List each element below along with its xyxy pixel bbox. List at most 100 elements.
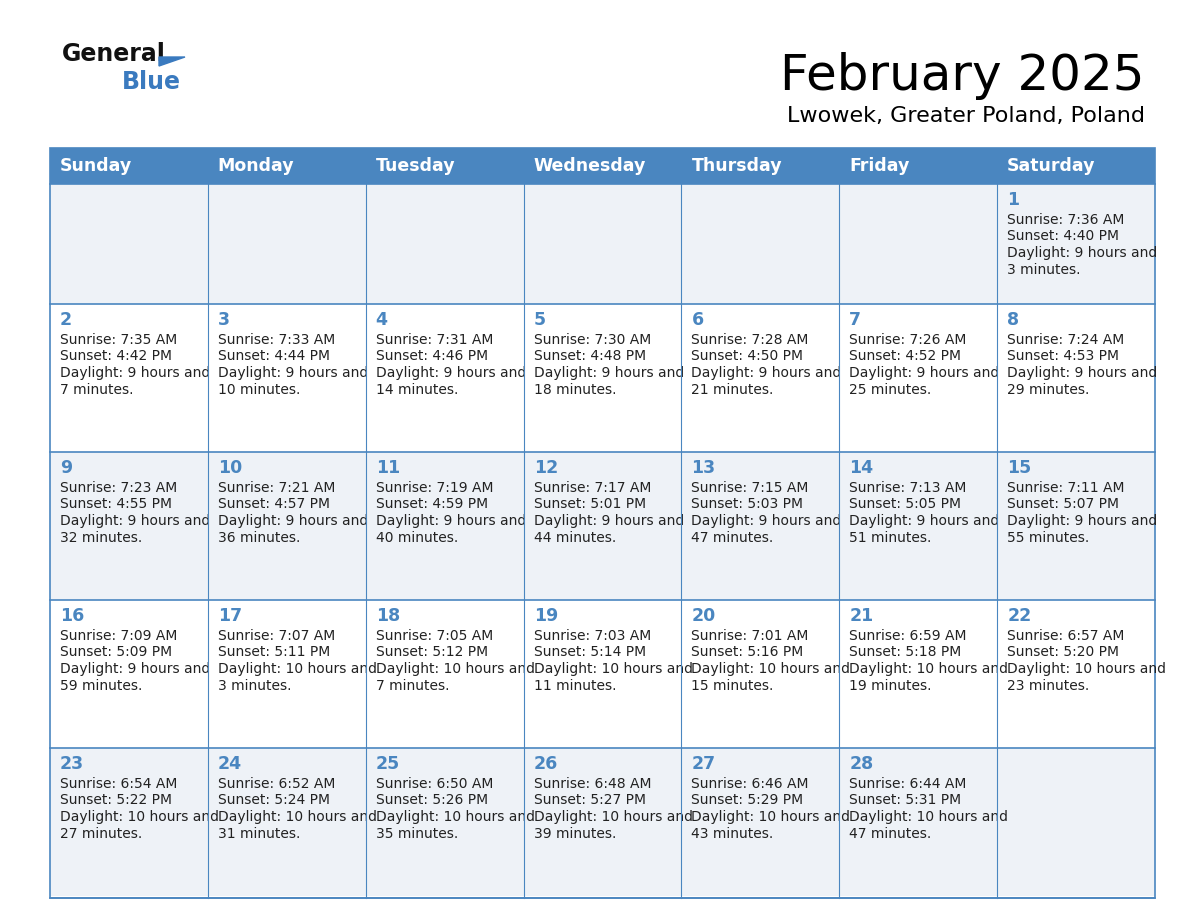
- Text: 44 minutes.: 44 minutes.: [533, 531, 615, 544]
- Text: 3 minutes.: 3 minutes.: [1007, 263, 1081, 276]
- Text: 12: 12: [533, 459, 558, 477]
- Text: 18: 18: [375, 607, 400, 625]
- Text: Sunset: 5:03 PM: Sunset: 5:03 PM: [691, 498, 803, 511]
- Bar: [208, 148, 366, 184]
- Bar: [839, 304, 997, 452]
- Text: 28: 28: [849, 755, 873, 773]
- Text: Wednesday: Wednesday: [533, 157, 646, 175]
- Text: 10 minutes.: 10 minutes.: [217, 383, 301, 397]
- Text: Sunrise: 7:17 AM: Sunrise: 7:17 AM: [533, 481, 651, 495]
- Text: Sunset: 4:50 PM: Sunset: 4:50 PM: [691, 350, 803, 364]
- Text: Sunrise: 7:19 AM: Sunrise: 7:19 AM: [375, 481, 493, 495]
- Text: Sunset: 5:07 PM: Sunset: 5:07 PM: [1007, 498, 1119, 511]
- Bar: [682, 748, 839, 896]
- Bar: [839, 184, 997, 304]
- Text: Sunrise: 7:33 AM: Sunrise: 7:33 AM: [217, 333, 335, 347]
- Text: Daylight: 10 hours and: Daylight: 10 hours and: [691, 662, 851, 676]
- Bar: [682, 184, 839, 304]
- Bar: [208, 184, 366, 304]
- Text: 21 minutes.: 21 minutes.: [691, 383, 773, 397]
- Bar: [366, 452, 524, 600]
- Text: 15: 15: [1007, 459, 1031, 477]
- Text: 9: 9: [61, 459, 72, 477]
- Bar: [997, 748, 1155, 896]
- Text: Sunrise: 6:48 AM: Sunrise: 6:48 AM: [533, 777, 651, 791]
- Text: Sunset: 5:14 PM: Sunset: 5:14 PM: [533, 645, 646, 659]
- Text: Sunset: 4:55 PM: Sunset: 4:55 PM: [61, 498, 172, 511]
- Text: Sunset: 5:16 PM: Sunset: 5:16 PM: [691, 645, 803, 659]
- Bar: [524, 748, 682, 896]
- Text: 40 minutes.: 40 minutes.: [375, 531, 457, 544]
- Text: 14 minutes.: 14 minutes.: [375, 383, 459, 397]
- Text: Daylight: 10 hours and: Daylight: 10 hours and: [533, 810, 693, 824]
- Text: Sunrise: 7:09 AM: Sunrise: 7:09 AM: [61, 629, 177, 643]
- Text: 47 minutes.: 47 minutes.: [691, 531, 773, 544]
- Text: Sunset: 5:18 PM: Sunset: 5:18 PM: [849, 645, 961, 659]
- Text: 15 minutes.: 15 minutes.: [691, 678, 773, 692]
- Text: 19 minutes.: 19 minutes.: [849, 678, 931, 692]
- Text: Sunrise: 6:59 AM: Sunrise: 6:59 AM: [849, 629, 967, 643]
- Bar: [366, 304, 524, 452]
- Text: 7: 7: [849, 311, 861, 329]
- Text: Sunset: 4:53 PM: Sunset: 4:53 PM: [1007, 350, 1119, 364]
- Bar: [208, 304, 366, 452]
- Text: 11 minutes.: 11 minutes.: [533, 678, 617, 692]
- Text: 35 minutes.: 35 minutes.: [375, 826, 457, 841]
- Bar: [524, 452, 682, 600]
- Text: 51 minutes.: 51 minutes.: [849, 531, 931, 544]
- Bar: [997, 184, 1155, 304]
- Text: Sunset: 4:46 PM: Sunset: 4:46 PM: [375, 350, 488, 364]
- Text: Daylight: 10 hours and: Daylight: 10 hours and: [217, 662, 377, 676]
- Text: 31 minutes.: 31 minutes.: [217, 826, 301, 841]
- Text: Sunset: 4:40 PM: Sunset: 4:40 PM: [1007, 230, 1119, 243]
- Text: 29 minutes.: 29 minutes.: [1007, 383, 1089, 397]
- Text: Sunrise: 7:24 AM: Sunrise: 7:24 AM: [1007, 333, 1124, 347]
- Text: Daylight: 9 hours and: Daylight: 9 hours and: [1007, 514, 1157, 528]
- Text: Daylight: 9 hours and: Daylight: 9 hours and: [1007, 246, 1157, 260]
- Text: Sunset: 4:57 PM: Sunset: 4:57 PM: [217, 498, 330, 511]
- Text: Daylight: 9 hours and: Daylight: 9 hours and: [849, 366, 999, 380]
- Text: 14: 14: [849, 459, 873, 477]
- Text: Blue: Blue: [122, 70, 181, 94]
- Text: 32 minutes.: 32 minutes.: [61, 531, 143, 544]
- Bar: [839, 600, 997, 748]
- Text: Sunday: Sunday: [61, 157, 132, 175]
- Text: Daylight: 10 hours and: Daylight: 10 hours and: [61, 810, 219, 824]
- Text: 5: 5: [533, 311, 545, 329]
- Text: 43 minutes.: 43 minutes.: [691, 826, 773, 841]
- Text: Sunset: 5:26 PM: Sunset: 5:26 PM: [375, 793, 488, 808]
- Bar: [208, 600, 366, 748]
- Text: 25: 25: [375, 755, 400, 773]
- Text: Sunset: 5:01 PM: Sunset: 5:01 PM: [533, 498, 646, 511]
- Text: Sunset: 4:48 PM: Sunset: 4:48 PM: [533, 350, 646, 364]
- Bar: [208, 452, 366, 600]
- Text: 23: 23: [61, 755, 84, 773]
- Bar: [524, 304, 682, 452]
- Text: Daylight: 9 hours and: Daylight: 9 hours and: [375, 366, 526, 380]
- Text: 17: 17: [217, 607, 242, 625]
- Text: 19: 19: [533, 607, 558, 625]
- Text: Sunset: 5:12 PM: Sunset: 5:12 PM: [375, 645, 488, 659]
- Text: 26: 26: [533, 755, 558, 773]
- Text: Saturday: Saturday: [1007, 157, 1095, 175]
- Text: Daylight: 9 hours and: Daylight: 9 hours and: [61, 514, 210, 528]
- Text: 23 minutes.: 23 minutes.: [1007, 678, 1089, 692]
- Text: 55 minutes.: 55 minutes.: [1007, 531, 1089, 544]
- Bar: [50, 304, 208, 452]
- Text: Sunrise: 7:15 AM: Sunrise: 7:15 AM: [691, 481, 809, 495]
- Text: Sunrise: 7:01 AM: Sunrise: 7:01 AM: [691, 629, 809, 643]
- Text: Daylight: 10 hours and: Daylight: 10 hours and: [375, 662, 535, 676]
- Text: 2: 2: [61, 311, 72, 329]
- Text: 21: 21: [849, 607, 873, 625]
- Text: Sunset: 4:44 PM: Sunset: 4:44 PM: [217, 350, 330, 364]
- Bar: [366, 748, 524, 896]
- Text: 59 minutes.: 59 minutes.: [61, 678, 143, 692]
- Text: Sunrise: 7:28 AM: Sunrise: 7:28 AM: [691, 333, 809, 347]
- Polygon shape: [159, 57, 185, 66]
- Text: Monday: Monday: [217, 157, 295, 175]
- Text: Daylight: 9 hours and: Daylight: 9 hours and: [217, 514, 368, 528]
- Text: Sunrise: 6:50 AM: Sunrise: 6:50 AM: [375, 777, 493, 791]
- Text: Sunrise: 7:03 AM: Sunrise: 7:03 AM: [533, 629, 651, 643]
- Text: 20: 20: [691, 607, 715, 625]
- Text: Sunset: 5:11 PM: Sunset: 5:11 PM: [217, 645, 330, 659]
